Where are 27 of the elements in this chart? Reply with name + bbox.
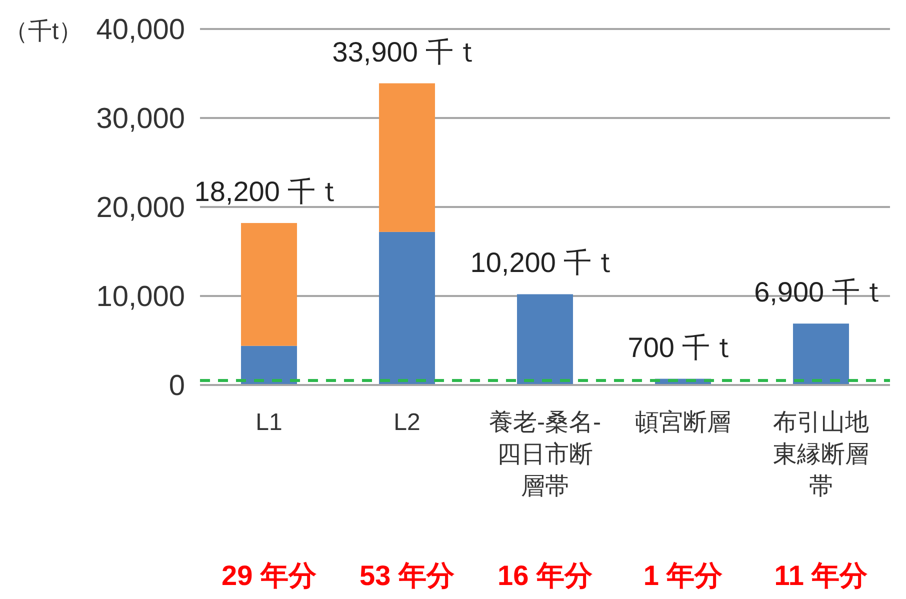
text: 1 年分 (643, 560, 724, 591)
bar (379, 232, 435, 385)
total-label: 18,200 千ｔ (194, 176, 344, 208)
x-tick-label: L2 (394, 409, 420, 436)
bar (241, 346, 297, 385)
x-tick-label: 頓宮断層 (635, 409, 731, 436)
x-tick-label: L1 (256, 409, 282, 436)
x-tick-label: 布引山地東縁断層帯 (773, 409, 869, 500)
total-label: 6,900 千ｔ (754, 276, 888, 308)
total-label: 700 千ｔ (628, 332, 738, 363)
text: 29 年分 (222, 560, 318, 591)
x-tick-label: 養老-桑名-四日市断層帯 (489, 409, 601, 500)
total-label: 10,200 千ｔ (470, 247, 620, 278)
bar (241, 223, 297, 346)
total-label: 33,900 千ｔ (332, 36, 482, 68)
y-tick-label: 40,000 (96, 14, 185, 46)
y-tick-label: 30,000 (96, 103, 185, 135)
y-tick-label: 10,000 (96, 281, 185, 313)
y-axis-title: （千t） (4, 18, 83, 45)
text: 16 年分 (498, 560, 594, 591)
y-tick-label: 0 (168, 370, 185, 402)
bar (793, 324, 849, 385)
bar (379, 83, 435, 232)
bar (517, 294, 573, 385)
text: 11 年分 (774, 560, 869, 591)
y-tick-label: 20,000 (96, 192, 185, 224)
text: 53 年分 (360, 560, 456, 591)
